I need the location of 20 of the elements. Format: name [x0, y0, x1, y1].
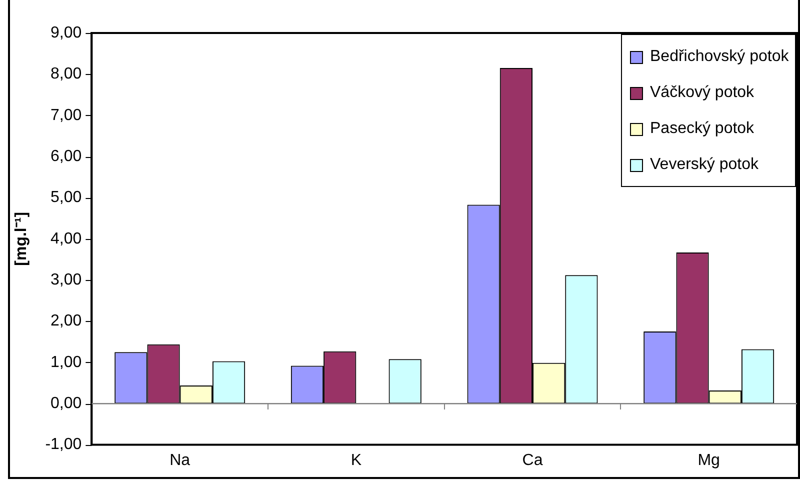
- y-tick-label: 0,00: [50, 395, 82, 412]
- legend-label: Bedřichovský potok: [650, 47, 789, 67]
- x-tick-label: Mg: [698, 452, 720, 469]
- legend-label: Pasecký potok: [650, 119, 754, 139]
- y-tick-label: -1,00: [45, 436, 82, 454]
- y-tick-label: 1,00: [50, 354, 82, 371]
- y-tick-label: 2,00: [50, 312, 82, 330]
- y-tick-label: 5,00: [50, 189, 82, 206]
- legend-label: Váčkový potok: [650, 83, 754, 103]
- y-tick-label: 4,00: [50, 230, 82, 248]
- legend-label: Veverský potok: [650, 155, 758, 175]
- y-tick-label: 6,00: [50, 148, 82, 165]
- y-axis-title: [mg.l⁻¹]: [13, 212, 30, 266]
- y-tick-label: 3,00: [50, 271, 82, 288]
- y-tick-label: 7,00: [50, 106, 82, 124]
- x-tick-label: K: [350, 452, 362, 469]
- y-tick-label: 8,00: [50, 66, 82, 83]
- x-tick-label: Na: [170, 452, 190, 469]
- y-tick-label: 9,00: [50, 24, 82, 42]
- x-tick-label: Ca: [522, 452, 543, 469]
